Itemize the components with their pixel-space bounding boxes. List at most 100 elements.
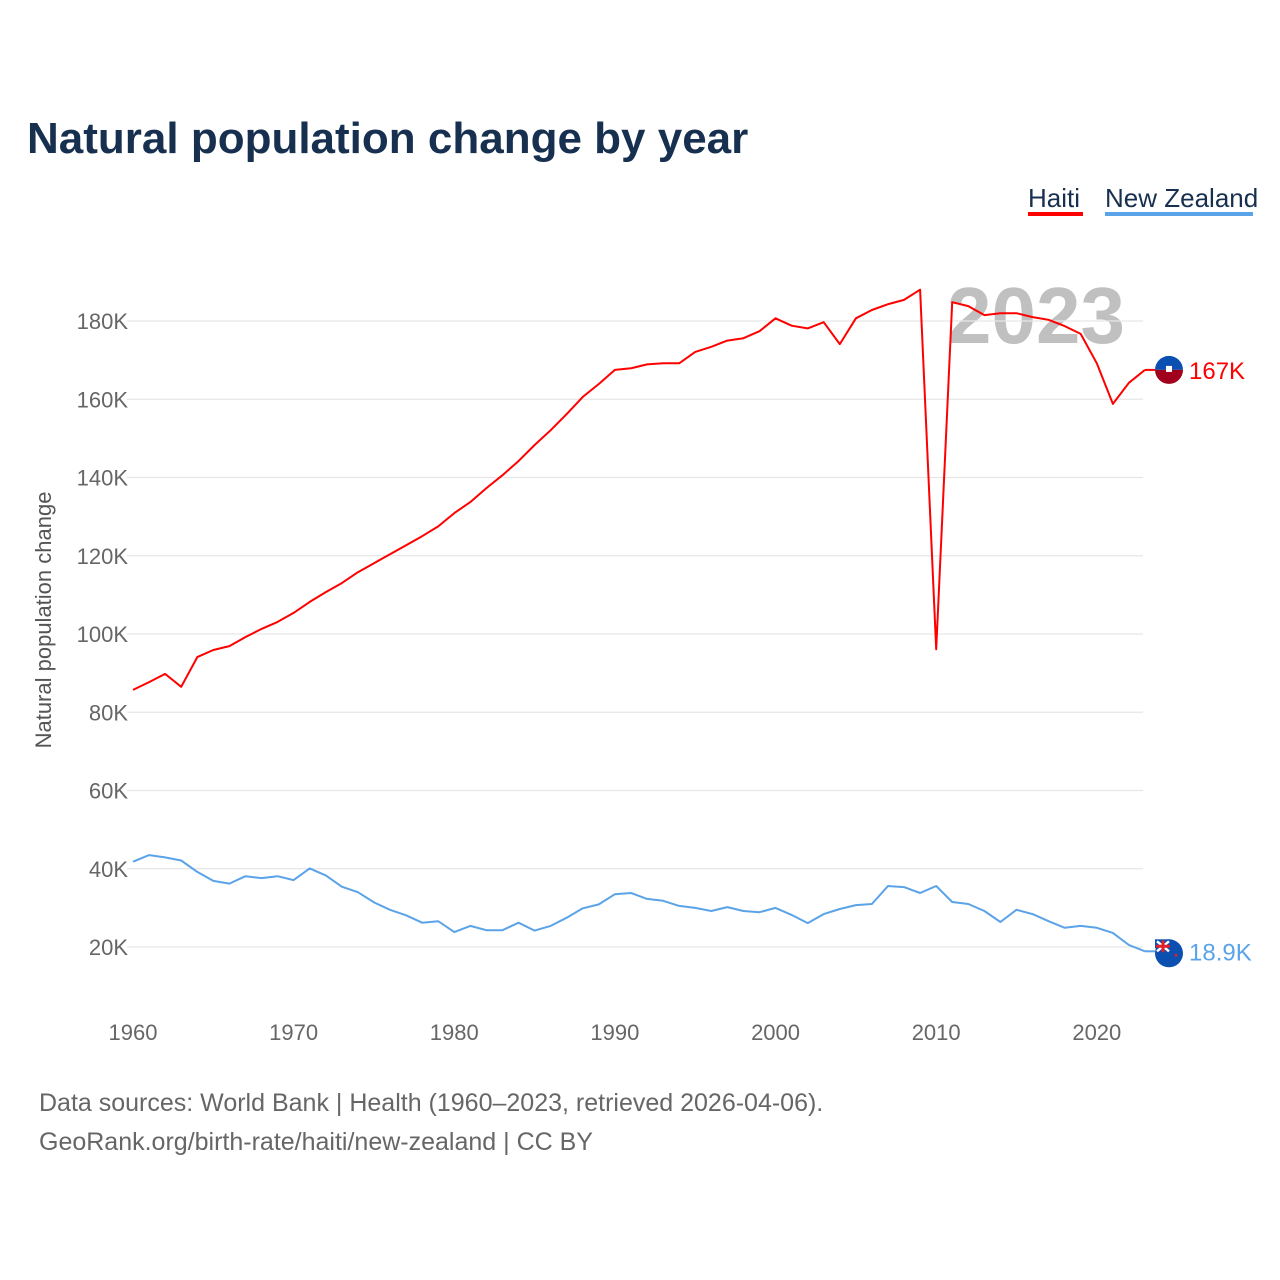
legend-label-new-zealand: New Zealand <box>1105 183 1258 213</box>
data-point-haiti <box>774 316 778 320</box>
data-point-haiti <box>340 581 344 585</box>
data-point-new-zealand <box>1014 908 1018 912</box>
data-point-haiti <box>372 561 376 565</box>
data-point-haiti <box>356 570 360 574</box>
y-axis-label: Natural population change <box>31 492 56 749</box>
data-point-new-zealand <box>1127 943 1131 947</box>
data-point-haiti <box>1014 311 1018 315</box>
y-axis: 20K 40K 60K 80K 100K 120K 140K 160K 180K <box>77 309 129 960</box>
data-point-haiti <box>838 342 842 346</box>
end-label-haiti: 167K <box>1189 358 1245 385</box>
data-point-new-zealand <box>1095 926 1099 930</box>
data-point-new-zealand <box>131 860 135 864</box>
data-point-new-zealand <box>982 909 986 913</box>
data-point-haiti <box>1079 332 1083 336</box>
legend-item-new-zealand[interactable]: New Zealand <box>1105 183 1258 216</box>
data-point-haiti <box>163 672 167 676</box>
data-point-haiti <box>870 308 874 312</box>
data-point-haiti <box>822 320 826 324</box>
data-point-new-zealand <box>195 870 199 874</box>
data-point-haiti <box>645 362 649 366</box>
data-point-new-zealand <box>581 906 585 910</box>
data-point-haiti <box>998 311 1002 315</box>
series-line-haiti <box>132 288 1146 691</box>
data-point-new-zealand <box>243 874 247 878</box>
data-point-new-zealand <box>597 902 601 906</box>
data-point-haiti <box>934 647 938 651</box>
data-point-new-zealand <box>227 882 231 886</box>
data-point-new-zealand <box>613 892 617 896</box>
data-point-haiti <box>597 382 601 386</box>
data-point-haiti <box>886 302 890 306</box>
legend-swatch-haiti <box>1028 212 1083 216</box>
data-point-haiti <box>131 688 135 692</box>
data-point-haiti <box>693 350 697 354</box>
data-point-new-zealand <box>741 909 745 913</box>
data-point-haiti <box>468 500 472 504</box>
y-tick-label: 160K <box>77 387 129 412</box>
data-point-new-zealand <box>1031 912 1035 916</box>
data-point-haiti <box>565 412 569 416</box>
data-point-haiti <box>484 486 488 490</box>
chart-title: Natural population change by year <box>27 114 748 163</box>
x-tick-label: 2000 <box>751 1020 800 1045</box>
data-point-haiti <box>902 298 906 302</box>
data-point-haiti <box>195 655 199 659</box>
data-point-new-zealand <box>854 903 858 907</box>
data-point-haiti <box>227 644 231 648</box>
data-point-new-zealand <box>356 890 360 894</box>
data-point-haiti <box>1095 361 1099 365</box>
data-point-new-zealand <box>372 900 376 904</box>
data-point-new-zealand <box>147 853 151 857</box>
data-point-new-zealand <box>211 879 215 883</box>
data-point-haiti <box>757 329 761 333</box>
y-tick-label: 180K <box>77 309 129 334</box>
data-point-haiti <box>950 300 954 304</box>
legend-item-haiti[interactable]: Haiti <box>1028 183 1083 216</box>
data-point-haiti <box>276 620 280 624</box>
data-point-haiti <box>581 395 585 399</box>
data-point-haiti <box>709 345 713 349</box>
data-point-haiti <box>1127 381 1131 385</box>
data-point-new-zealand <box>179 859 183 863</box>
data-point-new-zealand <box>517 921 521 925</box>
data-point-new-zealand <box>468 924 472 928</box>
x-tick-label: 1980 <box>430 1020 479 1045</box>
data-point-haiti <box>308 600 312 604</box>
data-point-haiti <box>260 627 264 631</box>
data-point-new-zealand <box>1111 931 1115 935</box>
data-point-haiti <box>452 511 456 515</box>
data-point-haiti <box>982 313 986 317</box>
series-line-new-zealand <box>132 854 1146 953</box>
y-tick-label: 20K <box>89 935 128 960</box>
data-point-new-zealand <box>950 900 954 904</box>
y-tick-label: 80K <box>89 700 128 725</box>
data-point-haiti <box>420 534 424 538</box>
data-point-haiti <box>179 685 183 689</box>
y-tick-label: 120K <box>77 544 129 569</box>
data-point-new-zealand <box>484 928 488 932</box>
footer-link[interactable]: GeoRank.org/birth-rate/haiti/new-zealand… <box>39 1128 593 1156</box>
data-point-haiti <box>661 361 665 365</box>
x-tick-label: 1960 <box>109 1020 158 1045</box>
flag-icon-haiti <box>1155 355 1183 384</box>
data-point-haiti <box>436 524 440 528</box>
data-point-haiti <box>292 611 296 615</box>
data-point-haiti <box>500 473 504 477</box>
data-point-new-zealand <box>565 916 569 920</box>
data-point-new-zealand <box>870 902 874 906</box>
data-point-new-zealand <box>693 906 697 910</box>
data-point-new-zealand <box>838 907 842 911</box>
data-point-haiti <box>806 326 810 330</box>
data-point-haiti <box>517 459 521 463</box>
data-point-haiti <box>613 368 617 372</box>
data-point-haiti <box>677 361 681 365</box>
data-point-new-zealand <box>757 910 761 914</box>
data-point-haiti <box>1063 324 1067 328</box>
data-point-haiti <box>918 288 922 292</box>
data-point-new-zealand <box>790 913 794 917</box>
x-tick-label: 1990 <box>590 1020 639 1045</box>
x-tick-label: 2020 <box>1072 1020 1121 1045</box>
data-point-haiti <box>211 648 215 652</box>
